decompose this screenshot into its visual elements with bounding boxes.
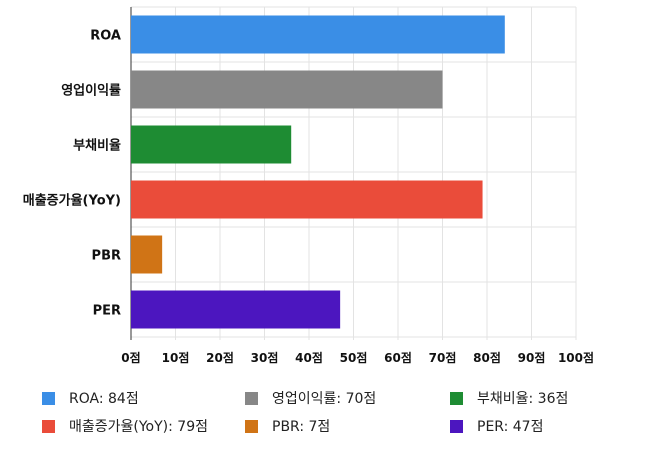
legend-label-roa: ROA: 84점: [69, 391, 139, 407]
legend-item-pbr: PBR: 7점: [245, 416, 330, 436]
x-tick-label: 30점: [251, 350, 279, 365]
legend-swatch-roa: [42, 391, 55, 405]
category-label: 매출증가율(YoY): [23, 193, 121, 209]
legend-swatch-operating-margin: [245, 391, 258, 405]
bar: [131, 70, 443, 109]
chart-gridlines: [130, 6, 577, 340]
legend-label-debt-ratio: 부채비율: 36점: [477, 391, 569, 407]
legend-label-per: PER: 47점: [477, 419, 544, 435]
category-label: PER: [93, 304, 121, 319]
bar: [131, 125, 292, 164]
x-axis-tick-labels: 0점 10점 20점 30점 40점 50점 60점 70점 80점 90점 100점: [121, 350, 594, 365]
x-tick-label: 10점: [162, 350, 190, 365]
x-tick-label: 100점: [558, 350, 594, 365]
legend-label-operating-margin: 영업이익률: 70점: [272, 391, 377, 407]
bar: [131, 290, 341, 329]
category-label: 영업이익률: [61, 83, 121, 99]
bar: [131, 180, 483, 219]
legend-swatch-per: [450, 419, 463, 433]
x-tick-label: 0점: [121, 350, 140, 365]
legend-label-pbr: PBR: 7점: [272, 419, 331, 435]
legend-item-roa: ROA: 84점: [42, 388, 139, 408]
legend-swatch-sales-growth: [42, 419, 55, 433]
legend-swatch-pbr: [245, 419, 258, 433]
x-tick-label: 50점: [340, 350, 368, 365]
x-tick-label: 60점: [384, 350, 412, 365]
x-tick-label: 70점: [429, 350, 457, 365]
category-label: 부채비율: [73, 138, 121, 154]
x-tick-label: 40점: [295, 350, 323, 365]
legend-item-sales-growth: 매출증가율(YoY): 79점: [42, 416, 208, 436]
legend-item-per: PER: 47점: [450, 416, 543, 436]
x-tick-label: 20점: [206, 350, 234, 365]
x-tick-label: 80점: [473, 350, 501, 365]
chart-bars: [131, 15, 505, 329]
category-label: ROA: [90, 29, 121, 44]
legend-label-sales-growth: 매출증가율(YoY): 79점: [69, 419, 208, 435]
category-label: PBR: [92, 249, 121, 264]
legend-item-debt-ratio: 부채비율: 36점: [450, 388, 568, 408]
bar: [131, 15, 505, 54]
x-tick-label: 90점: [518, 350, 546, 365]
legend-item-operating-margin: 영업이익률: 70점: [245, 388, 376, 408]
legend-swatch-debt-ratio: [450, 391, 463, 405]
bar: [131, 235, 163, 274]
